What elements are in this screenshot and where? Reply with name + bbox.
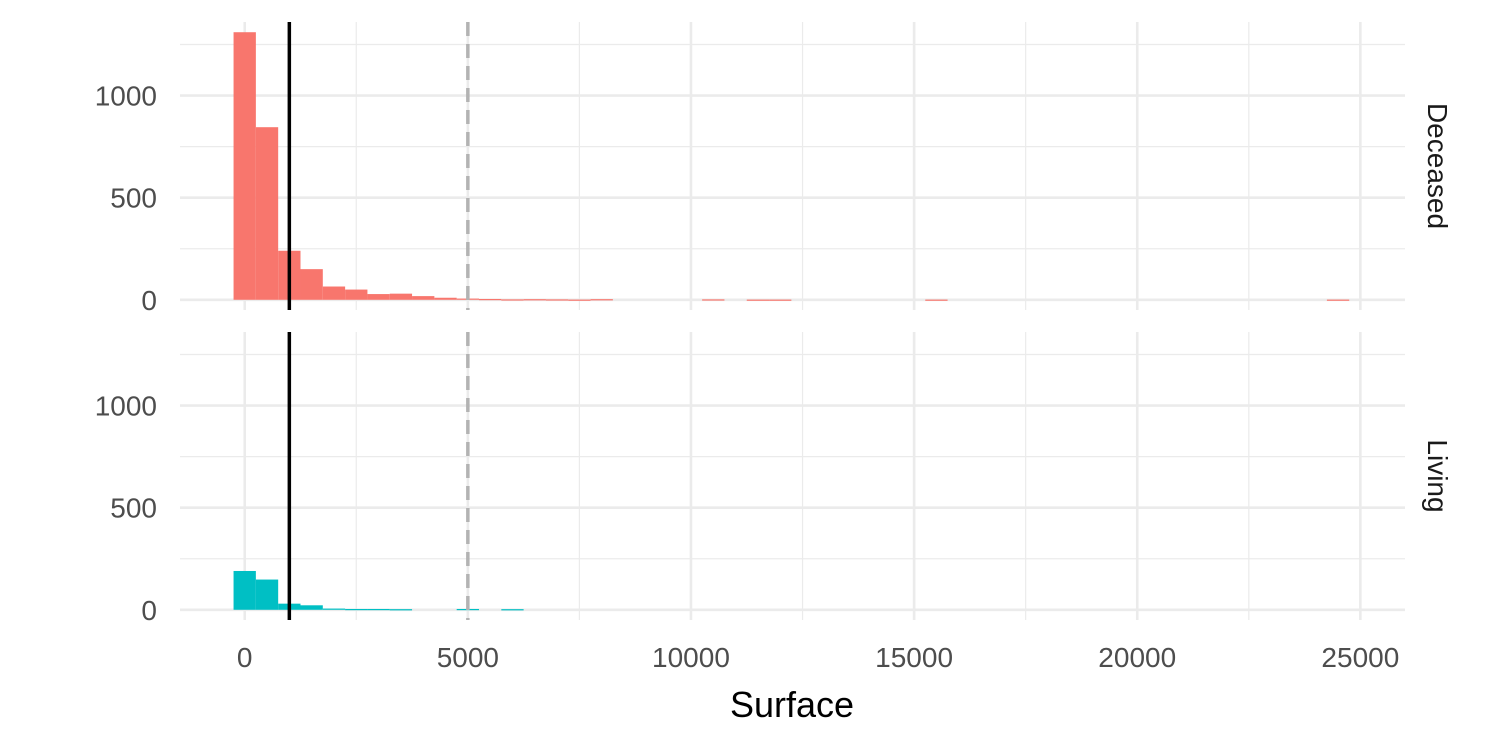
histogram-bar <box>568 299 591 301</box>
histogram-bar <box>367 608 390 611</box>
x-tick-label: 0 <box>237 642 253 673</box>
histogram-bar <box>1326 299 1350 301</box>
facet-strip-label: Living <box>1422 439 1453 512</box>
histogram-bar <box>769 299 792 301</box>
y-tick-label: 1000 <box>95 391 157 422</box>
histogram-bar <box>925 299 948 301</box>
x-tick-label: 25000 <box>1321 642 1399 673</box>
histogram-bar <box>367 294 390 300</box>
facet-panels: 0 500 1000 Deceased 0 500 1000 Living <box>95 22 1453 626</box>
x-axis: 0 5000 10000 15000 20000 25000 <box>237 642 1399 673</box>
histogram-bar <box>434 297 457 300</box>
facet-strip-label: Deceased <box>1422 103 1453 229</box>
histogram-bar <box>389 293 413 300</box>
histogram-bar <box>322 286 346 300</box>
histogram-bar <box>746 299 770 301</box>
histogram-bar <box>702 299 725 301</box>
histogram-bar <box>389 609 413 611</box>
histogram-bar <box>255 127 279 300</box>
histogram-bar <box>300 269 323 300</box>
facet-panel-living: 0 500 1000 Living <box>95 332 1453 626</box>
x-tick-label: 20000 <box>1098 642 1176 673</box>
histogram-bar <box>233 32 256 300</box>
y-tick-label: 500 <box>110 493 157 524</box>
x-tick-label: 5000 <box>437 642 499 673</box>
histogram-bar <box>233 570 256 610</box>
histogram-bar <box>412 296 435 300</box>
histogram-bar <box>590 299 613 301</box>
x-axis-title: Surface <box>730 684 854 725</box>
histogram-bar <box>322 608 346 610</box>
histogram-bar <box>478 298 502 301</box>
histogram-bar <box>501 609 524 611</box>
x-tick-label: 15000 <box>875 642 953 673</box>
y-tick-label: 0 <box>141 595 157 626</box>
histogram-bar <box>523 299 546 301</box>
histogram-bar <box>300 605 323 610</box>
histogram-bar <box>255 579 279 610</box>
y-tick-label: 1000 <box>95 81 157 112</box>
facet-panel-deceased: 0 500 1000 Deceased <box>95 22 1453 316</box>
histogram-bar <box>501 299 524 301</box>
histogram-bar <box>545 299 569 301</box>
y-tick-label: 0 <box>141 285 157 316</box>
histogram-bar <box>345 289 368 300</box>
histogram-bar <box>345 608 368 611</box>
x-tick-label: 10000 <box>652 642 730 673</box>
y-tick-label: 500 <box>110 183 157 214</box>
